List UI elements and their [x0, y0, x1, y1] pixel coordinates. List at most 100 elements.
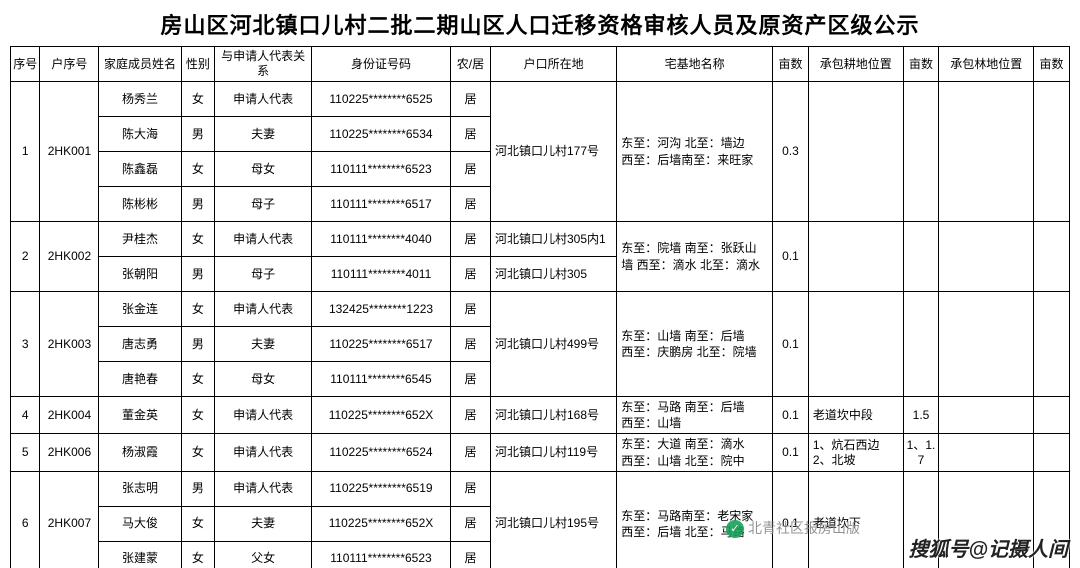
- cell: 110225********6534: [312, 117, 451, 152]
- cell: [1034, 222, 1070, 292]
- cell: 女: [181, 152, 215, 187]
- cell: 4: [11, 397, 40, 434]
- data-table: 序号户序号家庭成员姓名性别与申请人代表关系身份证号码农/居户口所在地宅基地名称亩…: [10, 46, 1070, 568]
- cell: 0.1: [773, 222, 809, 292]
- cell: 110111********6545: [312, 362, 451, 397]
- table-row: 52HK006杨淑霞女申请人代表110225********6524居河北镇口儿…: [11, 434, 1070, 471]
- cell: 母女: [215, 152, 312, 187]
- col-header: 亩数: [773, 47, 809, 82]
- cell: 110225********652X: [312, 397, 451, 434]
- cell: [808, 292, 903, 397]
- cell: 陈彬彬: [99, 187, 181, 222]
- cell: [1034, 82, 1070, 222]
- cell: 居: [450, 257, 490, 292]
- table-row: 22HK002尹桂杰女申请人代表110111********4040居河北镇口儿…: [11, 222, 1070, 257]
- cell: 女: [181, 506, 215, 541]
- table-row: 62HK007张志明男申请人代表110225********6519居河北镇口儿…: [11, 471, 1070, 506]
- cell: 女: [181, 292, 215, 327]
- cell: 居: [450, 117, 490, 152]
- col-header: 序号: [11, 47, 40, 82]
- cell: 河北镇口儿村195号: [490, 471, 616, 568]
- table-row: 12HK001杨秀兰女申请人代表110225********6525居河北镇口儿…: [11, 82, 1070, 117]
- col-header: 承包林地位置: [939, 47, 1034, 82]
- cell: 1、炕石西边 2、北坡: [808, 434, 903, 471]
- col-header: 与申请人代表关系: [215, 47, 312, 82]
- cell: [1034, 292, 1070, 397]
- cell: 110225********6519: [312, 471, 451, 506]
- cell: 陈鑫磊: [99, 152, 181, 187]
- cell: 110111********6523: [312, 152, 451, 187]
- cell: 河北镇口儿村177号: [490, 82, 616, 222]
- cell: 母子: [215, 187, 312, 222]
- cell: 张志明: [99, 471, 181, 506]
- cell: 马大俊: [99, 506, 181, 541]
- cell: 母子: [215, 257, 312, 292]
- cell: 女: [181, 434, 215, 471]
- cell: 居: [450, 152, 490, 187]
- cell: 2HK006: [40, 434, 99, 471]
- col-header: 承包耕地位置: [808, 47, 903, 82]
- cell: [1034, 434, 1070, 471]
- col-header: 户口所在地: [490, 47, 616, 82]
- cell: 东至：大道 南至：滴水 西至：山墙 北至：院中: [617, 434, 773, 471]
- cell: 河北镇口儿村305内1: [490, 222, 616, 257]
- col-header: 家庭成员姓名: [99, 47, 181, 82]
- cell: 杨淑霞: [99, 434, 181, 471]
- cell: 申请人代表: [215, 397, 312, 434]
- col-header: 农/居: [450, 47, 490, 82]
- cell: 母女: [215, 362, 312, 397]
- cell: 1、1.7: [903, 434, 939, 471]
- cell: 申请人代表: [215, 434, 312, 471]
- cell: 2HK007: [40, 471, 99, 568]
- cell: 居: [450, 471, 490, 506]
- cell: 2HK002: [40, 222, 99, 292]
- table-body: 12HK001杨秀兰女申请人代表110225********6525居河北镇口儿…: [11, 82, 1070, 568]
- cell: 张金连: [99, 292, 181, 327]
- cell: 居: [450, 397, 490, 434]
- cell: 张朝阳: [99, 257, 181, 292]
- cell: 110111********6517: [312, 187, 451, 222]
- cell: 居: [450, 187, 490, 222]
- cell: 0.1: [773, 292, 809, 397]
- cell: 1.5: [903, 397, 939, 434]
- cell: [903, 82, 939, 222]
- cell: [939, 292, 1034, 397]
- cell: 杨秀兰: [99, 82, 181, 117]
- cell: 董金英: [99, 397, 181, 434]
- wechat-icon: ✓: [726, 520, 744, 538]
- cell: [939, 397, 1034, 434]
- cell: 居: [450, 541, 490, 568]
- cell: 男: [181, 257, 215, 292]
- cell: 0.1: [773, 434, 809, 471]
- cell: [939, 222, 1034, 292]
- cell: 男: [181, 187, 215, 222]
- cell: 夫妻: [215, 327, 312, 362]
- cell: 老道坎中段: [808, 397, 903, 434]
- cell: 110111********4011: [312, 257, 451, 292]
- watermark-sohu: 搜狐号@记摄人间: [908, 533, 1068, 562]
- cell: 河北镇口儿村305: [490, 257, 616, 292]
- page-root: 房山区河北镇口儿村二批二期山区人口迁移资格审核人员及原资产区级公示 序号户序号家…: [0, 0, 1080, 568]
- col-header: 宅基地名称: [617, 47, 773, 82]
- cell: 张建蒙: [99, 541, 181, 568]
- cell: 男: [181, 327, 215, 362]
- cell: 女: [181, 362, 215, 397]
- col-header: 户序号: [40, 47, 99, 82]
- cell: 居: [450, 292, 490, 327]
- cell: [903, 292, 939, 397]
- cell: 河北镇口儿村168号: [490, 397, 616, 434]
- table-row: 32HK003张金连女申请人代表132425********1223居河北镇口儿…: [11, 292, 1070, 327]
- cell: [808, 222, 903, 292]
- table-header-row: 序号户序号家庭成员姓名性别与申请人代表关系身份证号码农/居户口所在地宅基地名称亩…: [11, 47, 1070, 82]
- cell: 唐艳春: [99, 362, 181, 397]
- cell: 河北镇口儿村499号: [490, 292, 616, 397]
- cell: 女: [181, 82, 215, 117]
- cell: 110225********652X: [312, 506, 451, 541]
- cell: 5: [11, 434, 40, 471]
- cell: 110111********4040: [312, 222, 451, 257]
- cell: 父女: [215, 541, 312, 568]
- cell: 1: [11, 82, 40, 222]
- cell: 女: [181, 541, 215, 568]
- cell: 陈大海: [99, 117, 181, 152]
- cell: 居: [450, 362, 490, 397]
